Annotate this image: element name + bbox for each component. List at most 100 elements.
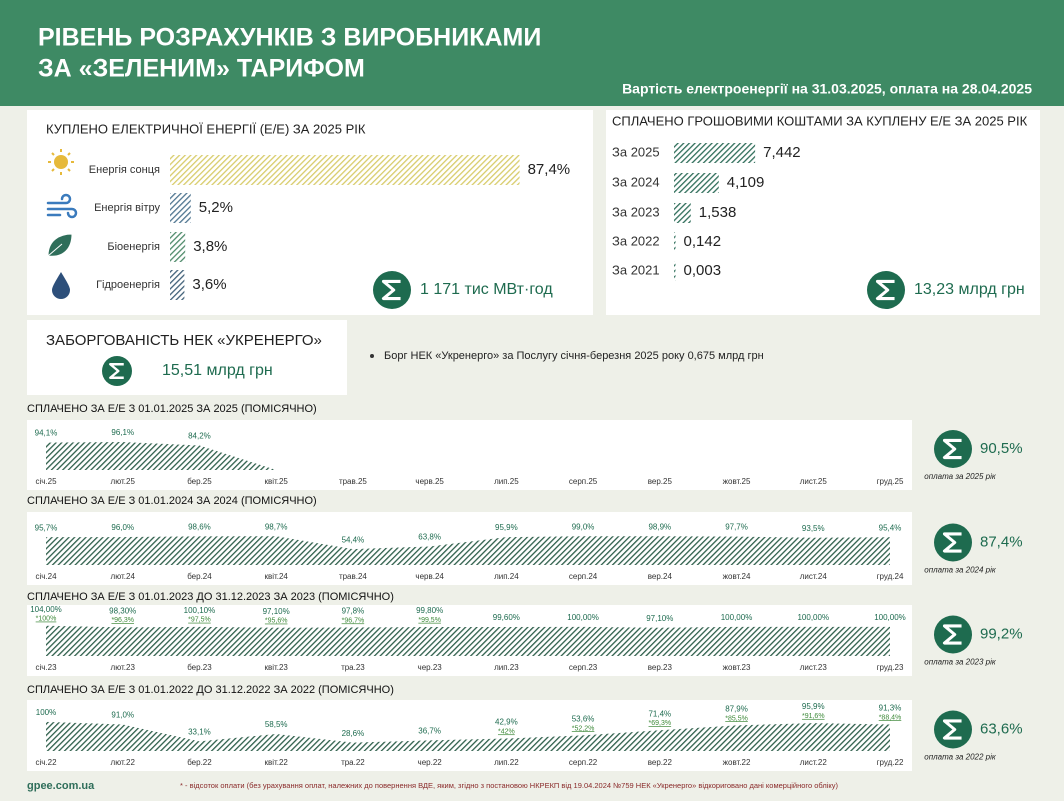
bar [170, 193, 191, 223]
x-tick-label: груд.25 [877, 477, 904, 486]
total: 90,5% [980, 440, 1023, 457]
value-label: 7,442 [763, 144, 801, 161]
x-tick-label: черв.25 [415, 477, 444, 486]
value-label: 96,0% [111, 523, 134, 532]
value-label: 98,30% [109, 607, 136, 616]
value-label: 100,00% [721, 613, 753, 622]
category-label: За 2025 [612, 144, 660, 159]
x-tick-label: лип.24 [494, 572, 519, 581]
value-label: 97,10% [263, 607, 290, 616]
adjusted-label: *88,4% [879, 714, 902, 721]
adjusted-label: *91,6% [802, 713, 825, 720]
x-tick-label: лист.23 [800, 663, 828, 672]
x-tick-label: чер.22 [418, 758, 443, 767]
x-tick-label: трав.25 [339, 477, 367, 486]
debt-note: Борг НЕК «Укренерго» за Послугу січня-бе… [384, 350, 764, 362]
value-label: 97,10% [646, 614, 673, 623]
chart-title: СПЛАЧЕНО ЗА Е/Е З 01.01.2023 ДО 31.12.20… [27, 591, 394, 603]
value-label: 4,109 [727, 174, 765, 191]
sum-glyph [942, 438, 962, 460]
value-label: 87,9% [725, 705, 748, 714]
bar [674, 143, 756, 163]
value-label: 0,142 [684, 233, 722, 250]
value-label: 1,538 [699, 204, 737, 221]
x-tick-label: квіт.25 [264, 477, 288, 486]
area [46, 625, 890, 656]
panel [27, 320, 347, 395]
x-tick-label: черв.24 [415, 572, 444, 581]
sun-icon [48, 149, 74, 175]
category-label: Енергія вітру [94, 202, 160, 214]
x-tick-label: бер.22 [187, 758, 212, 767]
x-tick-label: жовт.22 [723, 758, 751, 767]
adjusted-label: *97,5% [188, 617, 211, 624]
x-tick-label: жовт.23 [723, 663, 751, 672]
x-tick-label: бер.24 [187, 572, 212, 581]
value-label: 93,5% [802, 524, 825, 533]
x-tick-label: жовт.24 [723, 572, 751, 581]
sum-glyph [942, 719, 962, 740]
x-tick-label: бер.25 [187, 477, 212, 486]
x-tick-label: лист.22 [800, 758, 828, 767]
total: 13,23 млрд грн [914, 281, 1025, 298]
value-label: 3,8% [193, 238, 227, 255]
title: РІВЕНЬ РОЗРАХУНКІВ З ВИРОБНИКАМИ [38, 24, 541, 52]
adjusted-label: *42% [498, 728, 515, 735]
x-tick-label: квіт.24 [264, 572, 288, 581]
x-tick-label: лип.22 [494, 758, 519, 767]
panel [27, 110, 593, 315]
title: ЗА «ЗЕЛЕНИМ» ТАРИФОМ [38, 55, 365, 83]
category-label: Гідроенергія [96, 279, 160, 291]
chart-title: СПЛАЧЕНО ЗА Е/Е З 01.01.2022 ДО 31.12.20… [27, 684, 394, 696]
chart-title: СПЛАЧЕНО ЗА Е/Е З 01.01.2025 ЗА 2025 (ПО… [27, 403, 317, 415]
value-label: 98,7% [265, 522, 288, 531]
area [46, 442, 277, 470]
total: 1 171 тис МВт·год [420, 281, 553, 298]
value-label: 100,00% [567, 613, 599, 622]
bar [170, 270, 185, 300]
x-tick-label: лют.24 [111, 572, 136, 581]
value-label: 97,7% [725, 523, 748, 532]
value-label: 3,6% [192, 276, 226, 293]
x-tick-label: вер.22 [648, 758, 673, 767]
value-label: 53,6% [572, 715, 595, 724]
x-tick-label: лип.23 [494, 663, 519, 672]
value-label: 100,00% [874, 613, 906, 622]
leaf-icon [47, 233, 73, 257]
value-label: 63,8% [418, 533, 441, 542]
footer-site: gpee.com.ua [27, 780, 95, 792]
adjusted-label: *52,2% [572, 725, 595, 732]
x-tick-label: лют.23 [111, 663, 136, 672]
value-label: 42,9% [495, 718, 518, 727]
x-tick-label: тра.23 [341, 663, 365, 672]
value-label: 100,00% [797, 613, 829, 622]
value-label: 54,4% [342, 535, 365, 544]
value-label: 36,7% [418, 726, 441, 735]
x-tick-label: січ.24 [35, 572, 57, 581]
value-label: 95,9% [495, 523, 518, 532]
value-label: 28,6% [342, 729, 365, 738]
category-label: Біоенергія [107, 241, 160, 253]
total: 99,2% [980, 625, 1023, 642]
x-tick-label: січ.22 [35, 758, 57, 767]
value-label: 87,4% [528, 161, 571, 178]
adjusted-label: *96,7% [342, 617, 365, 624]
debt-title: ЗАБОРГОВАНІСТЬ НЕК «УКРЕНЕРГО» [46, 332, 322, 349]
x-tick-label: серп.25 [569, 477, 598, 486]
drop-icon [52, 272, 70, 299]
value-label: 71,4% [648, 709, 671, 718]
value-label: 5,2% [199, 199, 233, 216]
value-label: 100% [36, 708, 56, 717]
adjusted-label: *95,6% [265, 618, 288, 625]
adjusted-label: *85,5% [725, 715, 748, 722]
x-tick-label: груд.22 [877, 758, 904, 767]
sum-glyph [109, 363, 124, 379]
value-label: 95,9% [802, 702, 825, 711]
bar [674, 203, 691, 223]
value-label: 58,5% [265, 720, 288, 729]
value-label: 91,0% [111, 711, 134, 720]
x-tick-label: квіт.23 [264, 663, 288, 672]
category-label: За 2021 [612, 262, 660, 277]
value-label: 100,10% [184, 606, 216, 615]
